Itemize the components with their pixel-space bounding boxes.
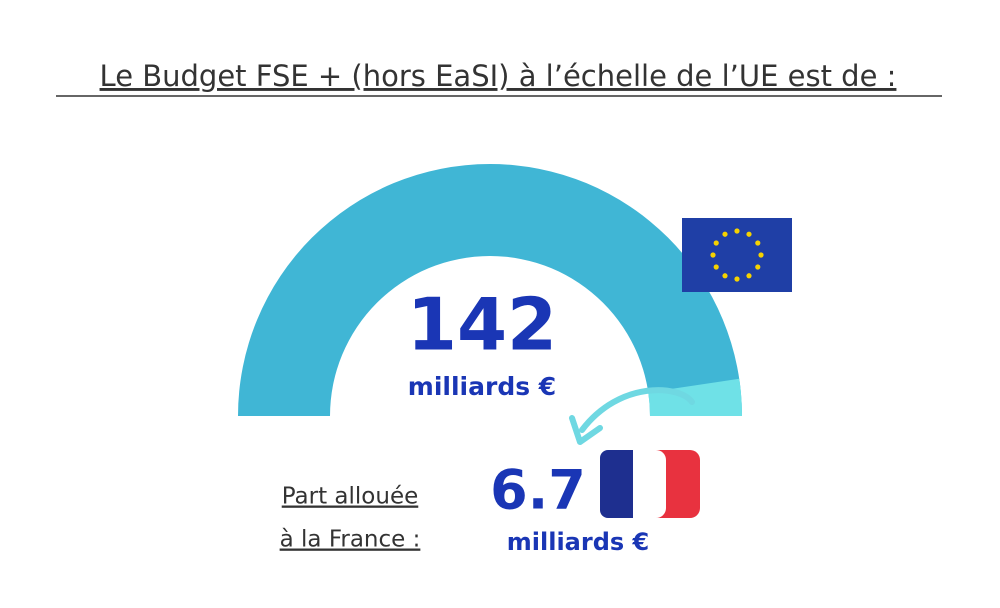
arrow	[579, 387, 695, 433]
eu-star	[713, 240, 719, 246]
eu-star	[734, 228, 740, 234]
fr-flag-blue	[625, 450, 633, 518]
eu-star	[746, 273, 752, 279]
fr-flag-red	[666, 450, 676, 518]
eu-star	[758, 252, 764, 258]
fr-flag-blue	[600, 450, 633, 518]
eu-star	[710, 252, 716, 258]
part-label: à la France :	[280, 527, 421, 553]
gauge-total	[238, 164, 742, 416]
title: Le Budget FSE + (hors EaSI) à l’échelle …	[100, 59, 897, 93]
eu-star	[722, 273, 728, 279]
eu-star	[755, 240, 761, 246]
gauge-part	[648, 378, 742, 416]
eu-flag	[682, 218, 792, 292]
eu-star	[746, 231, 752, 237]
eu-star	[713, 264, 719, 270]
part-value: 6.7	[490, 459, 586, 522]
part-label: Part allouée	[282, 484, 419, 510]
eu-star	[755, 264, 761, 270]
total-value: 142	[407, 283, 557, 367]
part-unit: milliards €	[507, 528, 649, 556]
eu-star	[734, 276, 740, 282]
eu-star	[722, 231, 728, 237]
gauge	[238, 164, 742, 416]
total-unit: milliards €	[408, 372, 556, 401]
arrow-head	[569, 415, 603, 445]
fr-flag	[600, 450, 700, 518]
